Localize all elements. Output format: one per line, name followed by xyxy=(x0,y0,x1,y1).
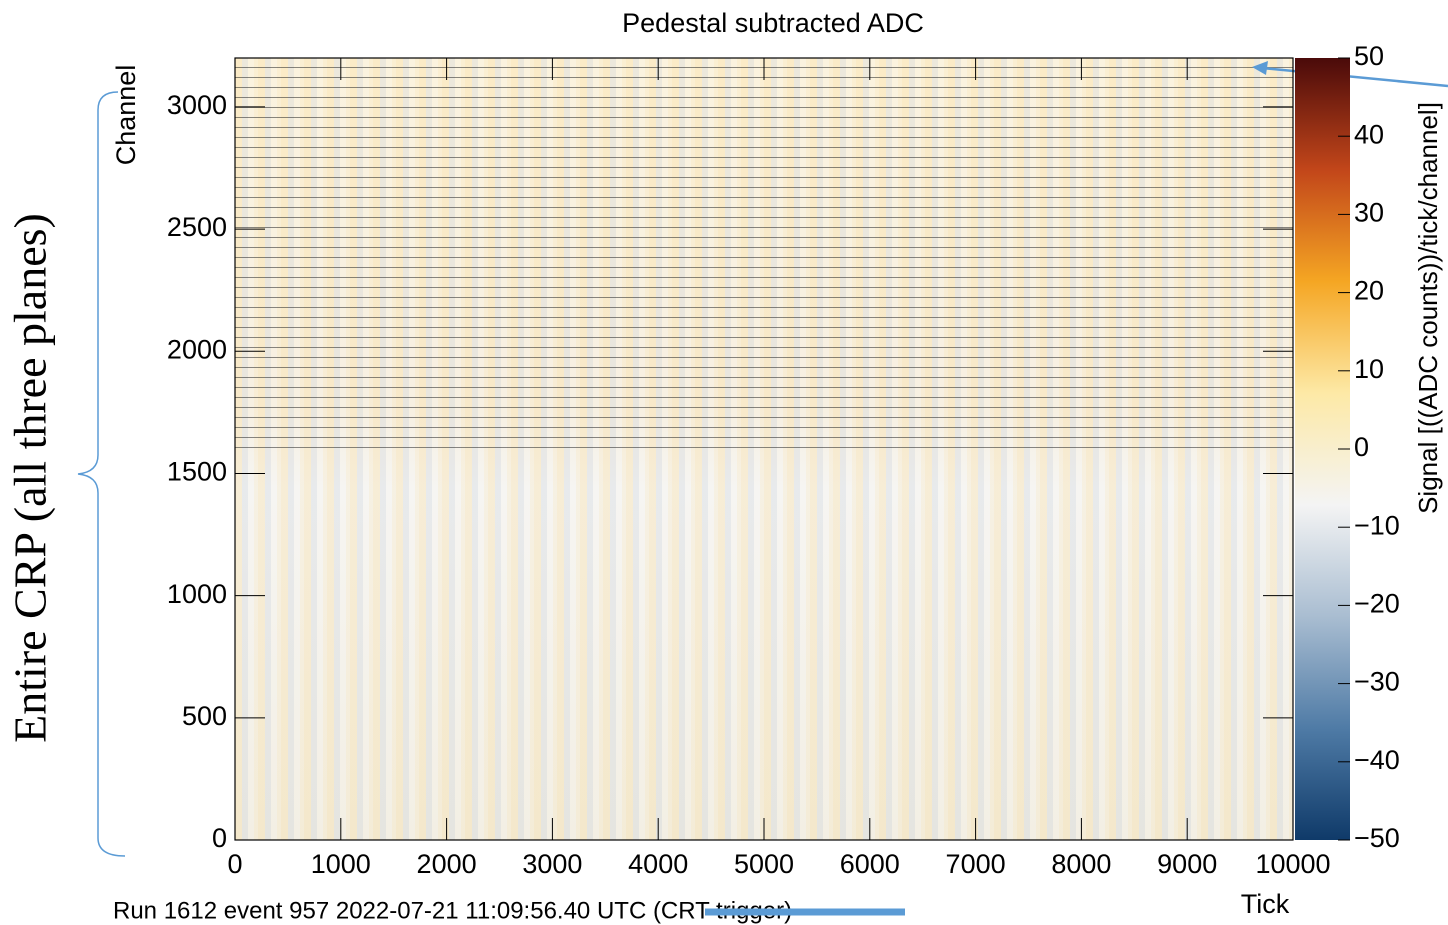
colorbar-label: Signal [((ADC counts))/tick/channel] xyxy=(1413,102,1443,514)
colorbar-tick-label: −20 xyxy=(1354,589,1400,619)
x-tick-label: 9000 xyxy=(1157,849,1217,879)
colorbar-tick-label: 0 xyxy=(1354,432,1369,462)
y-tick-label: 1500 xyxy=(167,457,227,487)
x-tick-label: 0 xyxy=(227,849,242,879)
y-axis-label: Channel xyxy=(111,65,141,166)
x-tick-label: 7000 xyxy=(946,849,1006,879)
colorbar-tick-label: 40 xyxy=(1354,119,1384,149)
x-tick-label: 6000 xyxy=(840,849,900,879)
colorbar-tick-label: 20 xyxy=(1354,276,1384,306)
colorbar-tick-label: −50 xyxy=(1354,823,1400,853)
x-tick-label: 8000 xyxy=(1051,849,1111,879)
colorbar-tick-label: 30 xyxy=(1354,198,1384,228)
arrow-head xyxy=(1252,61,1268,75)
heatmap-area xyxy=(235,58,1293,840)
x-tick-label: 10000 xyxy=(1255,849,1330,879)
y-tick-label: 2000 xyxy=(167,334,227,364)
annotation: Entire CRP (all three planes) xyxy=(5,213,56,743)
colorbar-tick-label: 50 xyxy=(1354,41,1384,71)
x-tick-label: 4000 xyxy=(628,849,688,879)
y-tick-label: 500 xyxy=(182,701,227,731)
x-axis-label: Tick xyxy=(1241,889,1290,919)
colorbar-tick-label: 10 xyxy=(1354,354,1384,384)
colorbar-tick-label: −10 xyxy=(1354,510,1400,540)
footer: Run 1612 event 957 2022-07-21 11:09:56.4… xyxy=(113,897,792,924)
y-tick-label: 2500 xyxy=(167,212,227,242)
y-tick-label: 0 xyxy=(212,823,227,853)
colorbar-tick-label: −30 xyxy=(1354,667,1400,697)
x-tick-label: 5000 xyxy=(734,849,794,879)
x-tick-label: 3000 xyxy=(522,849,582,879)
bracket xyxy=(77,91,126,857)
chart-title: Pedestal subtracted ADC xyxy=(622,8,924,38)
colorbar-tick-label: −40 xyxy=(1354,745,1400,775)
plot-frame xyxy=(234,57,1294,841)
x-tick-label: 2000 xyxy=(417,849,477,879)
y-tick-label: 1000 xyxy=(167,579,227,609)
y-tick-label: 3000 xyxy=(167,90,227,120)
x-tick-label: 1000 xyxy=(311,849,371,879)
